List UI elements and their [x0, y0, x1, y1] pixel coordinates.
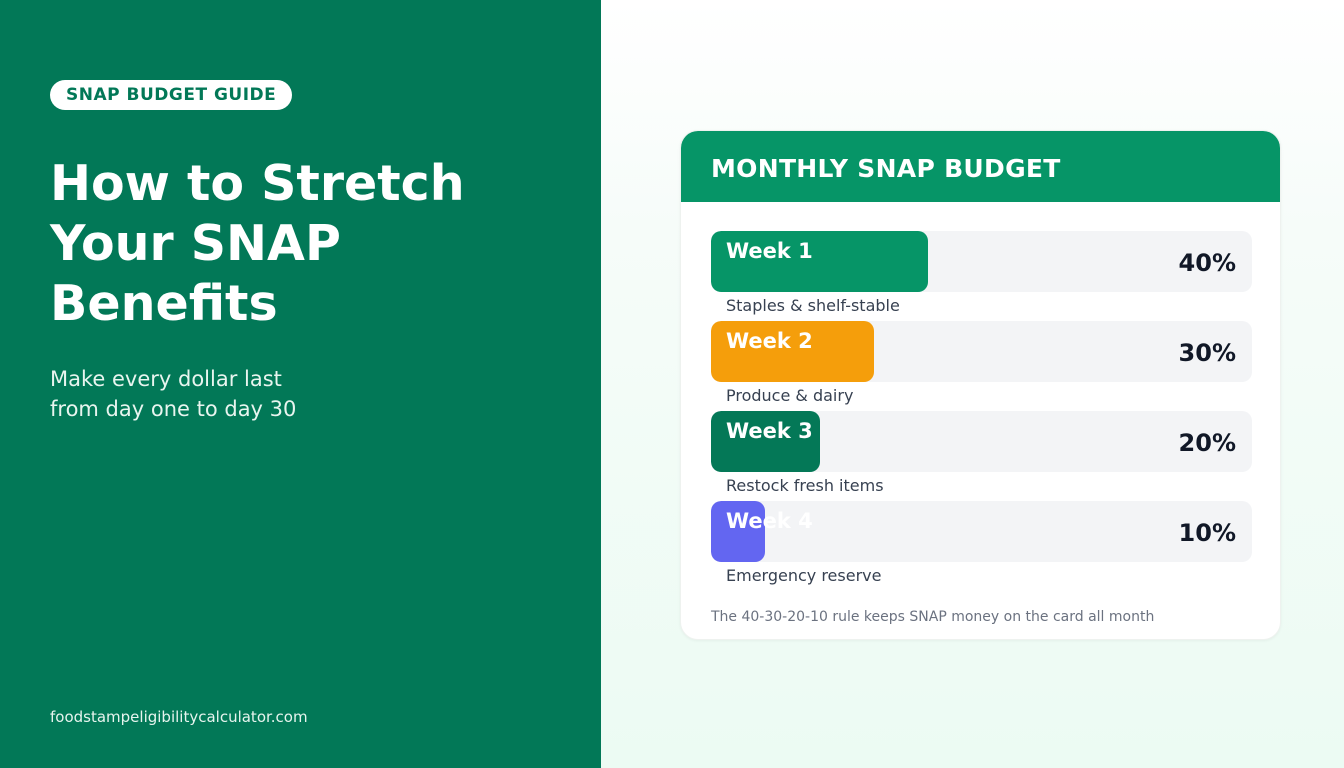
week-description: Produce & dairy	[726, 386, 854, 405]
progress-track: Week 4 10%	[711, 501, 1252, 562]
percent-value: 40%	[1178, 249, 1236, 277]
budget-row-week-4: Week 4 10% Emergency reserve	[711, 501, 1252, 591]
percent-value: 20%	[1178, 429, 1236, 457]
category-badge: SNAP BUDGET GUIDE	[50, 80, 293, 110]
subtitle: Make every dollar last from day one to d…	[50, 367, 297, 421]
progress-track: Week 2 30%	[711, 321, 1252, 382]
week-label: Week 1	[726, 239, 813, 263]
budget-row-week-2: Week 2 30% Produce & dairy	[711, 321, 1252, 411]
week-description: Restock fresh items	[726, 476, 884, 495]
progress-fill	[711, 231, 928, 292]
week-description: Emergency reserve	[726, 566, 882, 585]
progress-track: Week 3 20%	[711, 411, 1252, 472]
right-panel: MONTHLY SNAP BUDGET Week 1 40% Staples &…	[601, 0, 1344, 768]
site-url: foodstampeligibilitycalculator.com	[50, 708, 308, 726]
week-description: Staples & shelf-stable	[726, 296, 900, 315]
left-panel: SNAP BUDGET GUIDE How to Stretch Your SN…	[0, 0, 601, 768]
progress-fill	[711, 411, 820, 472]
progress-fill	[711, 321, 874, 382]
budget-row-week-3: Week 3 20% Restock fresh items	[711, 411, 1252, 501]
budget-card: MONTHLY SNAP BUDGET Week 1 40% Staples &…	[680, 130, 1281, 640]
card-title: MONTHLY SNAP BUDGET	[681, 131, 1280, 202]
percent-value: 30%	[1178, 339, 1236, 367]
budget-row-week-1: Week 1 40% Staples & shelf-stable	[711, 231, 1252, 321]
week-label: Week 2	[726, 329, 813, 353]
footnote: The 40-30-20-10 rule keeps SNAP money on…	[711, 609, 1155, 625]
percent-value: 10%	[1178, 519, 1236, 547]
page-title: How to Stretch Your SNAP Benefits	[50, 155, 465, 332]
progress-fill	[711, 501, 766, 562]
progress-track: Week 1 40%	[711, 231, 1252, 292]
week-label: Week 3	[726, 419, 813, 443]
week-label: Week 4	[726, 509, 813, 533]
